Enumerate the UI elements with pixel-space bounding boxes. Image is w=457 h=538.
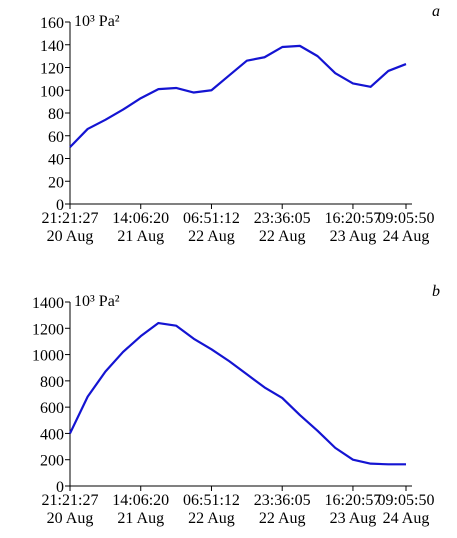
y-tick-label: 400 [40, 426, 64, 443]
y-tick-label: 40 [48, 152, 64, 169]
y-axis-label: 10³ Pa² [74, 13, 120, 30]
data-line [69, 44, 407, 148]
x-tick-label: 06:51:12 22 Aug [183, 210, 240, 245]
x-tick-label: 06:51:12 22 Aug [183, 492, 240, 527]
x-tick-label: 16:20:57 23 Aug [325, 210, 382, 245]
x-tick-label: 23:36:05 22 Aug [254, 492, 311, 527]
x-tick-label: 21:21:27 20 Aug [42, 210, 99, 245]
y-tick-label: 1400 [32, 295, 64, 312]
y-tick-label: 100 [40, 83, 64, 100]
y-tick-label: 1000 [32, 348, 64, 365]
x-tick-label: 14:06:20 21 Aug [112, 210, 169, 245]
y-tick-label: 200 [40, 453, 64, 470]
y-tick-label: 80 [48, 106, 64, 123]
y-tick-label: 1200 [32, 321, 64, 338]
y-tick-label: 0 [56, 197, 64, 214]
x-tick-label: 09:05:50 24 Aug [378, 492, 435, 527]
y-tick-label: 800 [40, 374, 64, 391]
x-tick-label: 09:05:50 24 Aug [378, 210, 435, 245]
y-tick-label: 60 [48, 129, 64, 146]
x-tick-label: 14:06:20 21 Aug [112, 492, 169, 527]
panel-label: b [432, 283, 440, 300]
data-line [69, 321, 406, 466]
y-tick-label: 160 [40, 15, 64, 32]
x-tick-label: 16:20:57 23 Aug [325, 492, 382, 527]
y-tick-label: 20 [48, 174, 64, 191]
x-tick-label: 23:36:05 22 Aug [254, 210, 311, 245]
y-tick-label: 120 [40, 61, 64, 78]
panel-label: a [432, 3, 440, 20]
y-axis-label: 10³ Pa² [74, 293, 120, 310]
y-tick-label: 600 [40, 400, 64, 417]
x-tick-label: 21:21:27 20 Aug [42, 492, 99, 527]
y-tick-label: 140 [40, 38, 64, 55]
y-tick-label: 0 [56, 479, 64, 496]
